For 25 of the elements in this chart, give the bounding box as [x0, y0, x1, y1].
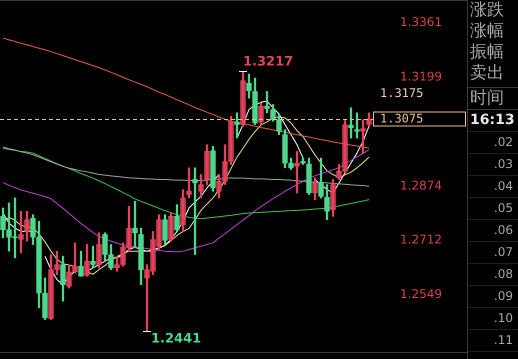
y-tick-label: 1.2549	[400, 287, 442, 302]
text: 涨幅	[469, 21, 505, 42]
text: .06	[468, 220, 518, 242]
y-tick-label: 1.2874	[400, 178, 442, 192]
text: .08	[468, 264, 518, 286]
text: 涨跌	[469, 0, 505, 21]
text: .02	[468, 132, 518, 154]
y-tick-label: 1.2712	[400, 232, 442, 247]
annotation: 1.3217	[243, 54, 294, 70]
y-tick-label: 1.3361	[400, 15, 442, 30]
text: 1.3175	[380, 86, 424, 100]
text: .05	[468, 198, 518, 220]
text: .07	[468, 242, 518, 264]
text: .03	[468, 154, 518, 176]
text: 时间	[468, 87, 518, 109]
text: 16:13	[468, 109, 518, 132]
text: .11	[468, 330, 518, 352]
text: .04	[468, 176, 518, 198]
y-tick-label: 1.3199	[400, 69, 442, 84]
text: 卖出	[469, 63, 505, 84]
ref-line-label: 1.3075	[380, 112, 424, 126]
text: 振幅	[469, 42, 505, 63]
text: .10	[468, 308, 518, 330]
text: .09	[468, 286, 518, 308]
annotation: 1.2441	[151, 332, 202, 347]
